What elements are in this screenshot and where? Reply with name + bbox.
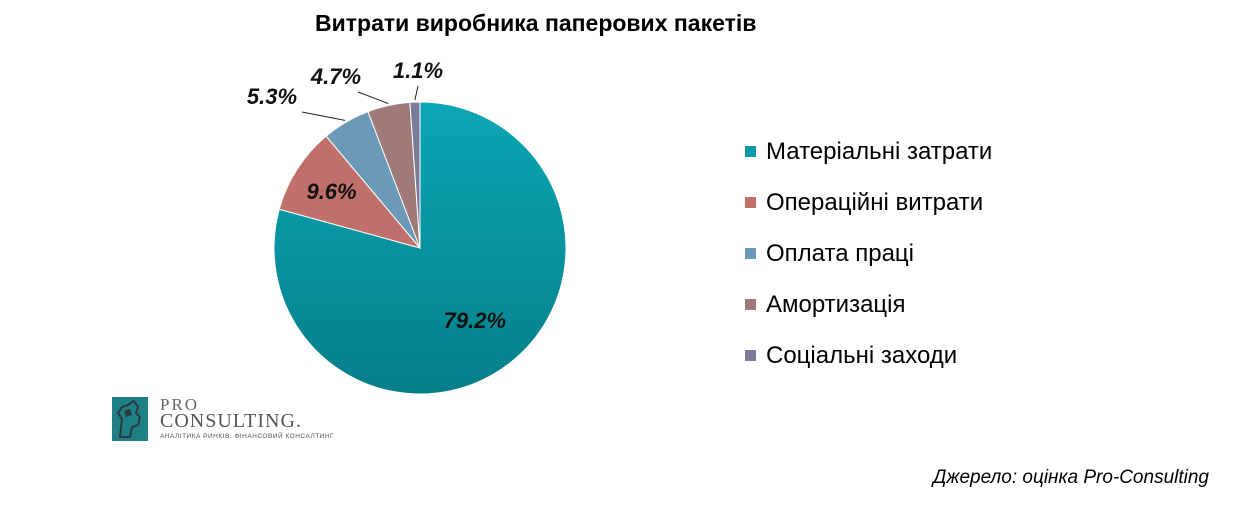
logo-icon [112,397,148,441]
leader-line-oplata [301,111,346,121]
legend: Матеріальні затрати Операційні витрати Опл… [745,126,992,381]
data-label-sotsialni: 1.1% [393,58,443,83]
legend-label-oplata: Оплата праці [766,239,914,267]
pie-slice-operatsiini [278,135,422,249]
legend-item-materialni: Матеріальні затрати [745,126,992,177]
legend-swatch-sotsialni [745,350,756,361]
chart-title: Витрати виробника паперових пакетів [315,10,757,36]
legend-label-operatsiini: Операційні витрати [766,188,984,216]
legend-swatch-amortyzatsiia [745,299,756,310]
pro-consulting-logo: PRO CONSULTING. АНАЛІТИКА РИНКІВ. ФІНАНС… [112,395,352,445]
legend-item-amortyzatsiia: Амортизація [745,279,992,330]
source-note: Джерело: оцінка Pro-Consulting [933,467,1209,488]
legend-swatch-materialni [745,146,756,157]
logo-tagline: АНАЛІТИКА РИНКІВ. ФІНАНСОВИЙ КОНСАЛТИНГ [160,433,335,440]
logo-line1: PRO [160,395,200,414]
legend-item-operatsiini: Операційні витрати [745,177,992,228]
legend-label-amortyzatsiia: Амортизація [766,290,906,318]
logo-line2: CONSULTING. [160,410,302,432]
leader-line-amortyzatsiia [357,91,389,104]
leader-line-sotsialni [414,85,419,101]
data-label-amortyzatsiia: 4.7% [310,64,361,89]
data-label-materialni: 79.2% [444,308,506,333]
legend-item-sotsialni: Соціальні заходи [745,330,992,381]
legend-swatch-oplata [745,248,756,259]
pie-slice-sotsialni [409,101,421,249]
legend-label-sotsialni: Соціальні заходи [766,341,958,369]
legend-label-materialni: Матеріальні затрати [766,137,993,165]
data-label-oplata: 5.3% [247,84,297,109]
legend-swatch-operatsiini [745,197,756,208]
legend-item-oplata: Оплата праці [745,228,992,279]
data-label-operatsiini: 9.6% [306,179,356,204]
